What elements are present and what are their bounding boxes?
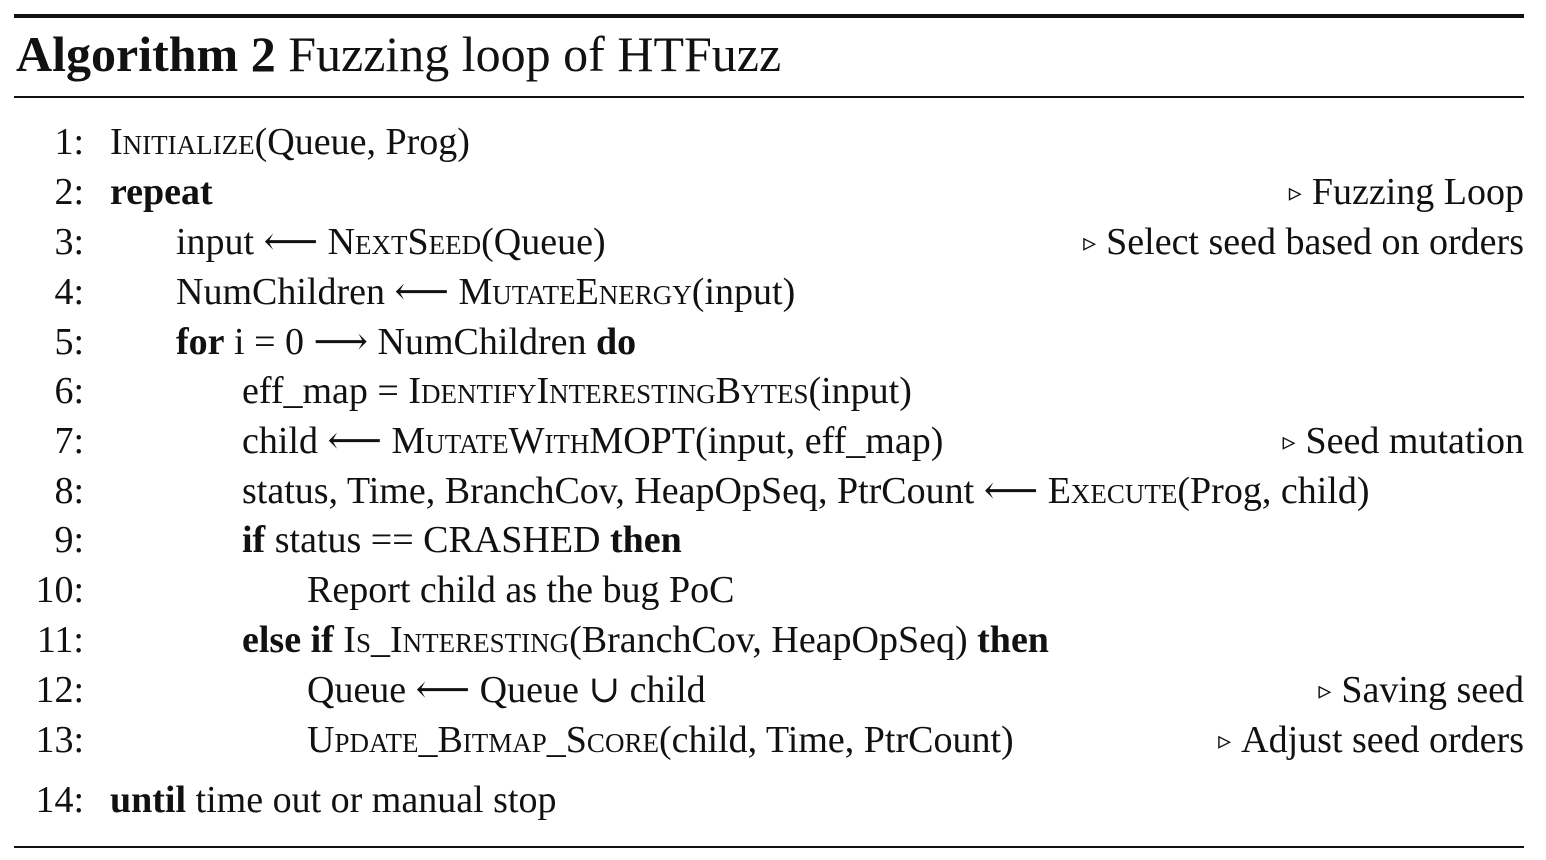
line-number: 3: (54, 221, 84, 263)
line-number: 14: (35, 779, 84, 821)
comment-triangle-icon: ▹ (1288, 178, 1302, 207)
line-code: eff_map = IdentifyInterestingBytes(input… (242, 370, 912, 412)
comment-triangle-icon: ▹ (1083, 228, 1097, 257)
algorithm-line: 6: eff_map = IdentifyInterestingBytes(in… (0, 367, 1546, 415)
line-code: else if Is_Interesting(BranchCov, HeapOp… (242, 619, 1049, 661)
line-number: 7: (54, 420, 84, 462)
line-comment: ▹ Seed mutation (1282, 417, 1524, 466)
line-comment: ▹ Saving seed (1318, 666, 1524, 715)
line-code: until time out or manual stop (110, 779, 557, 821)
algorithm-line: 2: repeat ▹ Fuzzing Loop (0, 168, 1546, 216)
algorithm-title: Fuzzing loop of HTFuzz (288, 26, 782, 82)
algorithm-line: 10: Report child as the bug PoC (0, 566, 1546, 614)
algorithm-line: 5: for i = 0 ⟶ NumChildren do (0, 318, 1546, 366)
algorithm-line: 7: child ⟵ MutateWithMOPT(input, eff_map… (0, 417, 1546, 465)
line-comment: ▹ Select seed based on orders (1083, 218, 1524, 267)
line-number: 11: (36, 619, 84, 661)
line-number: 8: (54, 470, 84, 512)
algorithm-line: 9: if status == CRASHED then (0, 516, 1546, 564)
algorithm-caption: Algorithm 2 Fuzzing loop of HTFuzz (16, 24, 781, 84)
line-number: 10: (35, 569, 84, 611)
line-code: status, Time, BranchCov, HeapOpSeq, PtrC… (242, 470, 1370, 512)
algorithm-line: 1: Initialize(Queue, Prog) (0, 118, 1546, 166)
line-code: Report child as the bug PoC (307, 569, 735, 611)
line-code: Update_Bitmap_Score(child, Time, PtrCoun… (307, 719, 1014, 761)
line-number: 13: (35, 719, 84, 761)
algorithm-line: 14: until time out or manual stop (0, 776, 1546, 824)
algorithm-line: 3: input ⟵ NextSeed(Queue) ▹ Select seed … (0, 218, 1546, 266)
line-comment: ▹ Adjust seed orders (1218, 716, 1524, 765)
algorithm-label: Algorithm 2 (16, 26, 276, 82)
line-code: input ⟵ NextSeed(Queue) (176, 221, 606, 263)
line-code: if status == CRASHED then (242, 519, 682, 561)
line-code: for i = 0 ⟶ NumChildren do (176, 321, 637, 363)
line-number: 1: (54, 121, 84, 163)
top-rule (14, 14, 1524, 18)
line-number: 4: (54, 271, 84, 313)
line-code: NumChildren ⟵ MutateEnergy(input) (176, 271, 796, 313)
line-code: Initialize(Queue, Prog) (110, 121, 470, 163)
line-number: 5: (54, 321, 84, 363)
caption-rule (14, 96, 1524, 98)
bottom-rule (14, 846, 1524, 848)
comment-triangle-icon: ▹ (1282, 427, 1296, 456)
algorithm-line: 11: else if Is_Interesting(BranchCov, He… (0, 616, 1546, 664)
algorithm-line: 12: Queue ⟵ Queue ∪ child ▹ Saving seed (0, 666, 1546, 714)
line-code: repeat (110, 171, 213, 213)
line-number: 9: (54, 519, 84, 561)
comment-triangle-icon: ▹ (1318, 676, 1332, 705)
algorithm-line: 4: NumChildren ⟵ MutateEnergy(input) (0, 268, 1546, 316)
line-number: 6: (54, 370, 84, 412)
line-number: 2: (54, 171, 84, 213)
algorithm-line: 8: status, Time, BranchCov, HeapOpSeq, P… (0, 467, 1546, 515)
line-number: 12: (35, 669, 84, 711)
line-comment: ▹ Fuzzing Loop (1289, 168, 1524, 217)
comment-triangle-icon: ▹ (1218, 726, 1232, 755)
line-code: child ⟵ MutateWithMOPT(input, eff_map) (242, 420, 944, 462)
line-code: Queue ⟵ Queue ∪ child (307, 669, 706, 711)
algorithm-line: 13: Update_Bitmap_Score(child, Time, Ptr… (0, 716, 1546, 764)
